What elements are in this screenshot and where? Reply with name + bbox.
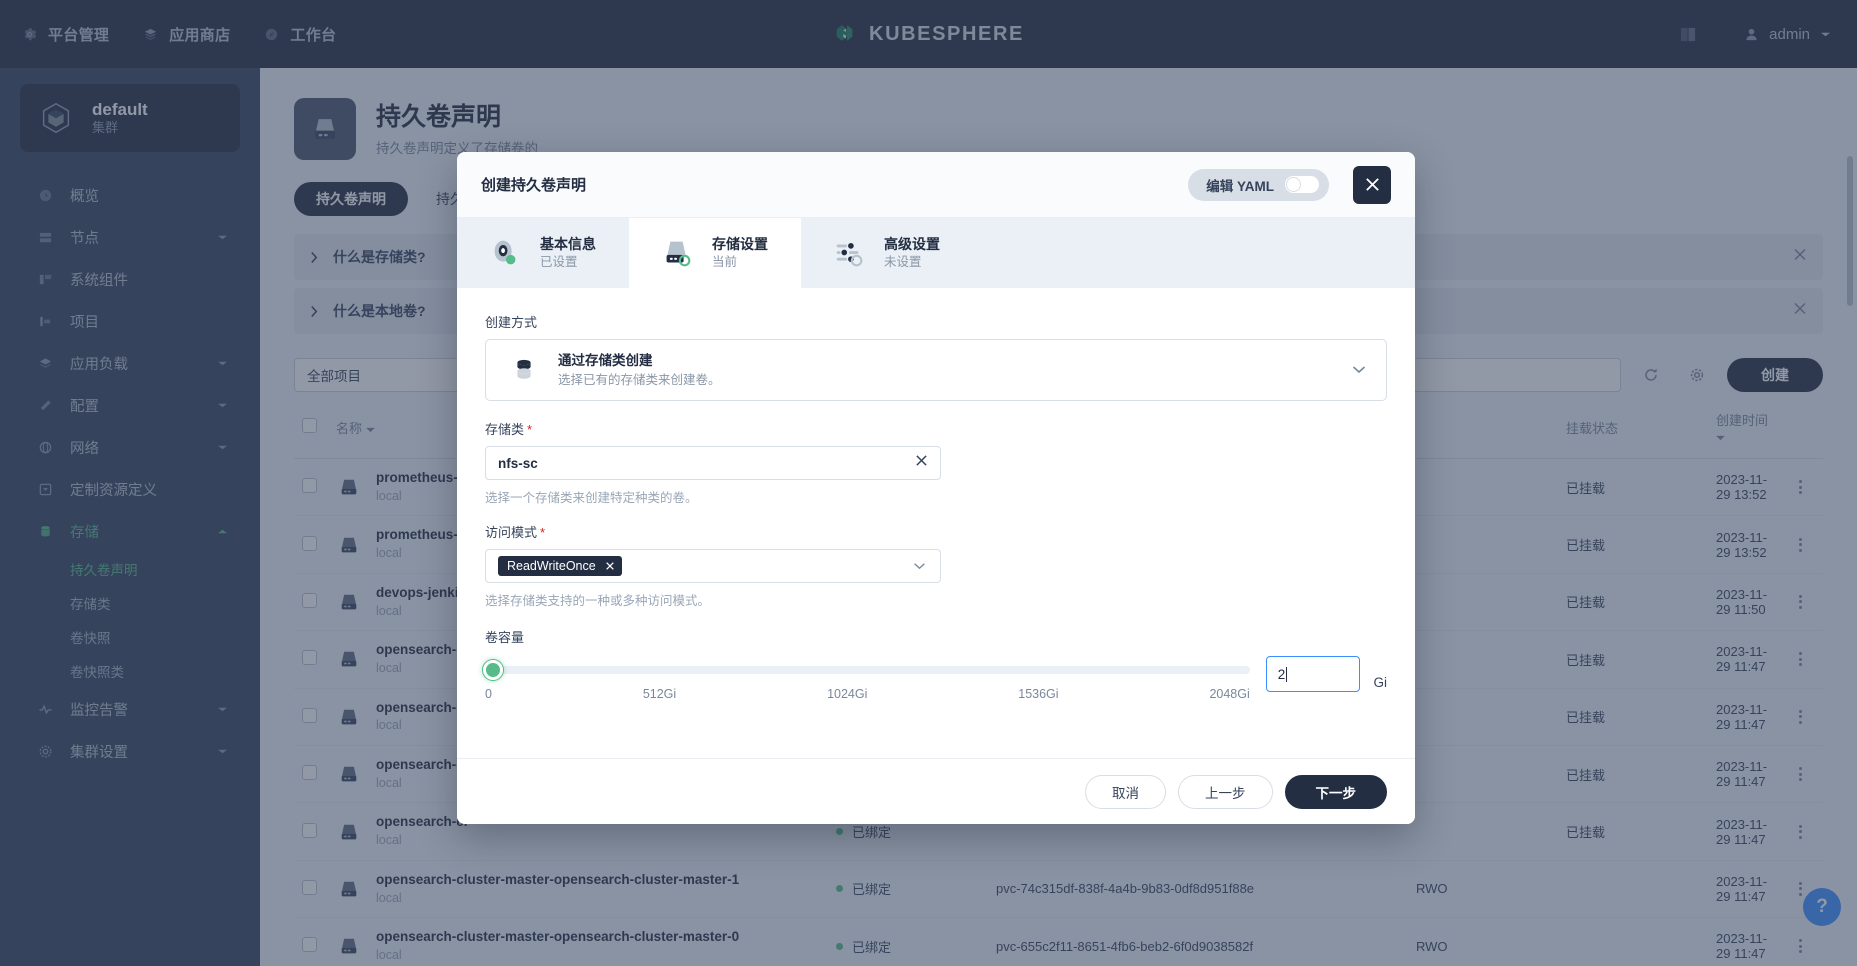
modal-title: 创建持久卷声明 bbox=[481, 177, 587, 194]
step-name: 存储设置 bbox=[712, 236, 768, 253]
capacity-label: 卷容量 bbox=[485, 630, 525, 645]
modal-body: 创建方式 通过存储类创建 选择已有的存储类来创建卷。 bbox=[457, 288, 1415, 758]
chevron-down-icon bbox=[1352, 361, 1366, 379]
toggle-switch-icon[interactable] bbox=[1285, 176, 1319, 193]
edit-yaml-toggle[interactable]: 编辑 YAML bbox=[1188, 168, 1329, 201]
step-state: 当前 bbox=[712, 255, 738, 269]
slider-handle[interactable] bbox=[483, 660, 503, 680]
next-button-label: 下一步 bbox=[1315, 785, 1357, 801]
storage-class-label: 存储类 * bbox=[485, 419, 1387, 438]
slider-tick: 1024Gi bbox=[827, 687, 868, 701]
cancel-button[interactable]: 取消 bbox=[1085, 774, 1166, 809]
slider-tick: 2048Gi bbox=[1209, 687, 1250, 701]
modal-steps: 基本信息 已设置 存储设置 当前 bbox=[457, 218, 1415, 288]
next-button[interactable]: 下一步 bbox=[1284, 774, 1387, 809]
capacity-unit: Gi bbox=[1373, 675, 1388, 690]
capacity-input[interactable]: 2 bbox=[1265, 656, 1360, 692]
capacity-slider-row: 0 512Gi 1024Gi 1536Gi 2048Gi 2 Gi bbox=[483, 656, 1388, 701]
basic-info-icon bbox=[485, 233, 525, 273]
storage-settings-icon bbox=[657, 233, 697, 273]
slider-track[interactable] bbox=[485, 666, 1250, 674]
step-name: 高级设置 bbox=[884, 236, 940, 253]
access-mode-label-text: 访问模式 bbox=[485, 525, 538, 540]
storage-class-label-text: 存储类 bbox=[485, 422, 525, 437]
create-method-select[interactable]: 通过存储类创建 选择已有的存储类来创建卷。 bbox=[485, 339, 1387, 401]
edit-yaml-label: 编辑 YAML bbox=[1206, 178, 1274, 194]
required-marker: * bbox=[540, 525, 546, 540]
create-method-subtitle: 选择已有的存储类来创建卷。 bbox=[558, 372, 721, 387]
slider-tick: 512Gi bbox=[642, 687, 677, 701]
access-mode-select[interactable]: ReadWriteOnce bbox=[485, 549, 941, 583]
slider-ticks: 0 512Gi 1024Gi 1536Gi 2048Gi bbox=[485, 687, 1250, 701]
access-mode-chip-label: ReadWriteOnce bbox=[507, 559, 596, 573]
step-state: 已设置 bbox=[540, 255, 578, 269]
create-pvc-modal: 创建持久卷声明 编辑 YAML 基 bbox=[457, 152, 1415, 824]
required-marker: * bbox=[527, 422, 533, 437]
access-mode-chip[interactable]: ReadWriteOnce bbox=[498, 556, 622, 576]
close-icon[interactable] bbox=[1353, 165, 1391, 204]
database-icon bbox=[508, 354, 540, 386]
storage-class-value: nfs-sc bbox=[498, 455, 538, 471]
text-cursor bbox=[1286, 666, 1288, 682]
slider-tick: 0 bbox=[485, 687, 492, 701]
capacity-slider[interactable]: 0 512Gi 1024Gi 1536Gi 2048Gi bbox=[483, 656, 1250, 701]
previous-button-label: 上一步 bbox=[1205, 785, 1246, 801]
slider-tick: 1536Gi bbox=[1018, 687, 1059, 701]
chevron-down-icon bbox=[913, 557, 926, 575]
clear-icon[interactable] bbox=[915, 454, 928, 472]
create-method-title: 通过存储类创建 bbox=[558, 353, 653, 369]
cancel-button-label: 取消 bbox=[1112, 785, 1139, 801]
close-icon[interactable] bbox=[605, 561, 615, 571]
step-name: 基本信息 bbox=[540, 236, 596, 253]
capacity-value: 2 bbox=[1277, 666, 1286, 682]
advanced-settings-icon bbox=[829, 233, 869, 273]
step-basic-info[interactable]: 基本信息 已设置 bbox=[457, 218, 629, 288]
step-state: 未设置 bbox=[884, 255, 922, 269]
step-advanced-settings[interactable]: 高级设置 未设置 bbox=[801, 218, 973, 288]
step-storage-settings[interactable]: 存储设置 当前 bbox=[629, 218, 801, 288]
access-mode-hint: 选择存储类支持的一种或多种访问模式。 bbox=[485, 594, 711, 608]
storage-class-input[interactable]: nfs-sc bbox=[485, 446, 941, 480]
create-method-label: 创建方式 bbox=[485, 315, 538, 330]
access-mode-label: 访问模式 * bbox=[485, 522, 1387, 541]
previous-button[interactable]: 上一步 bbox=[1178, 774, 1273, 809]
modal-header: 创建持久卷声明 编辑 YAML bbox=[457, 152, 1415, 218]
storage-class-hint: 选择一个存储类来创建特定种类的卷。 bbox=[485, 491, 698, 505]
modal-footer: 取消 上一步 下一步 bbox=[457, 758, 1415, 824]
